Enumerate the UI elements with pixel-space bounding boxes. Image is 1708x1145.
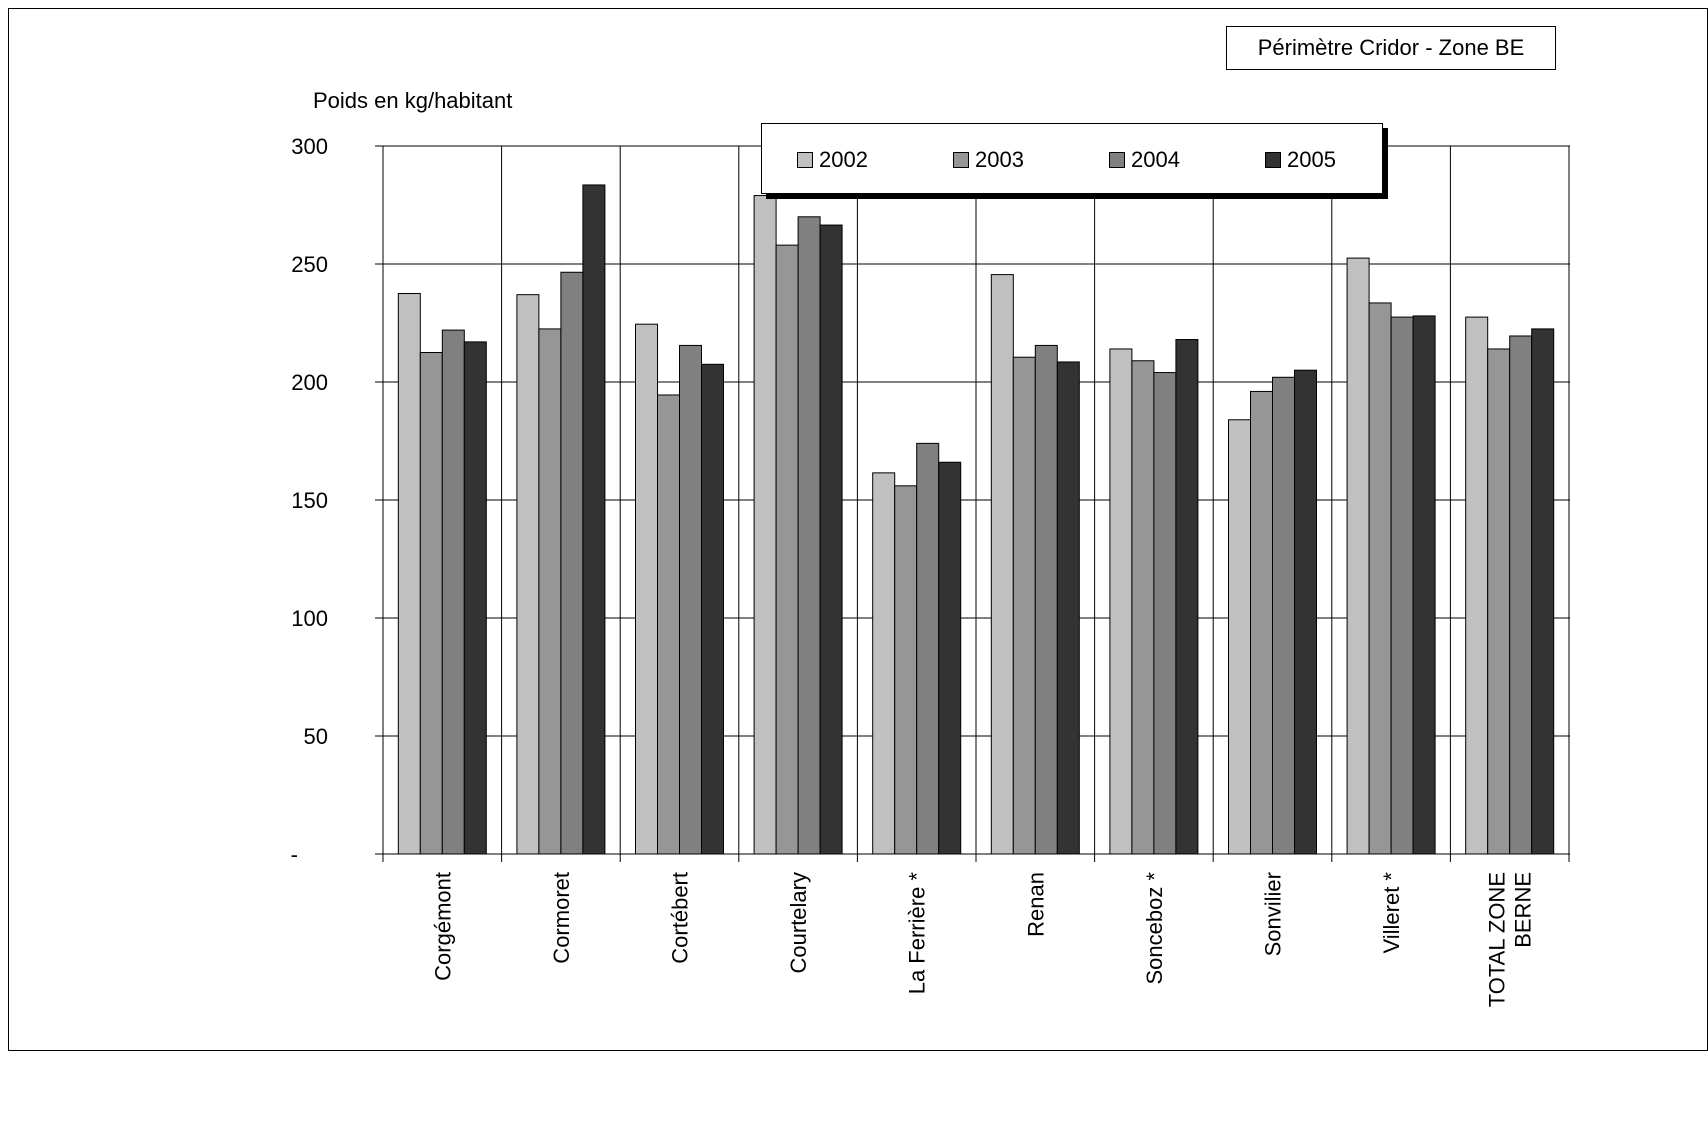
x-tick-label-2: Cortébert xyxy=(668,872,693,964)
y-tick-label-250: 250 xyxy=(291,252,328,277)
x-tick-label-line: Villeret * xyxy=(1379,872,1404,954)
y-axis-unit-label: Poids en kg/habitant xyxy=(313,88,513,113)
legend-item-2004: 2004 xyxy=(1109,147,1180,173)
bar-2003-3 xyxy=(775,244,799,855)
y-tick-label-100: 100 xyxy=(291,606,328,631)
x-tick-label-line: Sonceboz * xyxy=(1142,872,1167,985)
bar-2002-1 xyxy=(516,294,540,855)
bar-2003-9 xyxy=(1487,348,1511,855)
bar-2003-4 xyxy=(894,485,918,855)
bar-2003-2 xyxy=(657,394,680,855)
bar-2005-9 xyxy=(1531,328,1555,855)
bar-2004-7 xyxy=(1272,376,1295,855)
y-tick-label-200: 200 xyxy=(291,370,328,395)
x-tick-label-0: Corgémont xyxy=(430,872,455,981)
legend-label-2002: 2002 xyxy=(819,147,868,172)
legend-item-2002: 2002 xyxy=(797,147,868,173)
bar-2005-7 xyxy=(1294,369,1317,855)
x-tick-label-line: TOTAL ZONE xyxy=(1485,872,1510,1007)
x-tick-label-line: Cormoret xyxy=(549,872,574,964)
legend-label-2005: 2005 xyxy=(1287,147,1336,172)
bar-2005-5 xyxy=(1056,361,1080,855)
legend-item-2003: 2003 xyxy=(953,147,1024,173)
bar-2004-3 xyxy=(797,216,821,855)
bar-2004-4 xyxy=(916,442,940,855)
legend-swatch-2003 xyxy=(953,152,969,168)
x-tick-label-line: Renan xyxy=(1023,872,1048,937)
legend-item-2005: 2005 xyxy=(1265,147,1336,173)
bar-2002-9 xyxy=(1465,316,1489,855)
bar-2004-5 xyxy=(1034,344,1058,855)
bar-2004-8 xyxy=(1390,316,1414,855)
legend-label-2004: 2004 xyxy=(1131,147,1180,172)
x-tick-label-line: La Ferrière * xyxy=(905,872,930,995)
bar-2005-4 xyxy=(938,461,962,855)
x-tick-label-3: Courtelary xyxy=(786,872,811,973)
bar-2005-1 xyxy=(582,184,606,855)
bar-2004-1 xyxy=(560,271,584,855)
x-tick-label-line: Courtelary xyxy=(786,872,811,973)
x-tick-label-5: Renan xyxy=(1023,872,1048,937)
y-tick-label-0: - xyxy=(291,842,298,867)
bar-2005-6 xyxy=(1175,339,1199,855)
x-tick-label-6: Sonceboz * xyxy=(1142,872,1167,985)
bar-2004-2 xyxy=(679,344,702,855)
chart-title-box: Périmètre Cridor - Zone BE xyxy=(1226,26,1556,70)
x-tick-label-4: La Ferrière * xyxy=(905,872,930,995)
bar-2003-0 xyxy=(419,352,443,855)
bar-2002-2 xyxy=(635,323,658,855)
bar-2002-0 xyxy=(397,293,421,855)
bar-2005-3 xyxy=(819,224,843,855)
chart-legend: 2002 2003 2004 2005 xyxy=(761,123,1383,194)
bar-2004-9 xyxy=(1509,335,1533,855)
x-tick-label-line: Cortébert xyxy=(668,872,693,964)
y-tick-label-300: 300 xyxy=(291,134,328,159)
bar-2003-5 xyxy=(1012,356,1036,855)
bar-2002-5 xyxy=(990,274,1014,855)
x-tick-label-7: Sonvilier xyxy=(1261,872,1286,956)
bar-2002-3 xyxy=(753,195,777,855)
bar-2002-7 xyxy=(1228,419,1251,855)
legend-swatch-2005 xyxy=(1265,152,1281,168)
bar-2005-0 xyxy=(463,341,487,855)
x-tick-label-8: Villeret * xyxy=(1379,872,1404,954)
bar-2002-4 xyxy=(872,472,896,855)
x-tick-label-9: TOTAL ZONE BERNE xyxy=(1485,872,1536,1007)
y-tick-label-150: 150 xyxy=(291,488,328,513)
legend-swatch-2002 xyxy=(797,152,813,168)
legend-swatch-2004 xyxy=(1109,152,1125,168)
x-tick-label-1: Cormoret xyxy=(549,872,574,964)
bar-2004-6 xyxy=(1153,372,1177,855)
x-tick-label-line: Sonvilier xyxy=(1261,872,1286,956)
y-tick-label-50: 50 xyxy=(304,724,328,749)
bar-2002-8 xyxy=(1346,257,1370,855)
bar-2003-1 xyxy=(538,328,562,855)
bar-2004-0 xyxy=(441,329,465,855)
bar-2003-6 xyxy=(1131,360,1155,855)
bar-2005-8 xyxy=(1412,315,1436,855)
x-tick-label-line: Corgémont xyxy=(430,872,455,981)
legend-label-2003: 2003 xyxy=(975,147,1024,172)
bar-2003-8 xyxy=(1368,302,1392,855)
x-tick-label-line: BERNE xyxy=(1511,872,1536,948)
bar-2002-6 xyxy=(1109,348,1133,855)
bar-2005-2 xyxy=(701,363,724,855)
bar-2003-7 xyxy=(1250,390,1273,855)
